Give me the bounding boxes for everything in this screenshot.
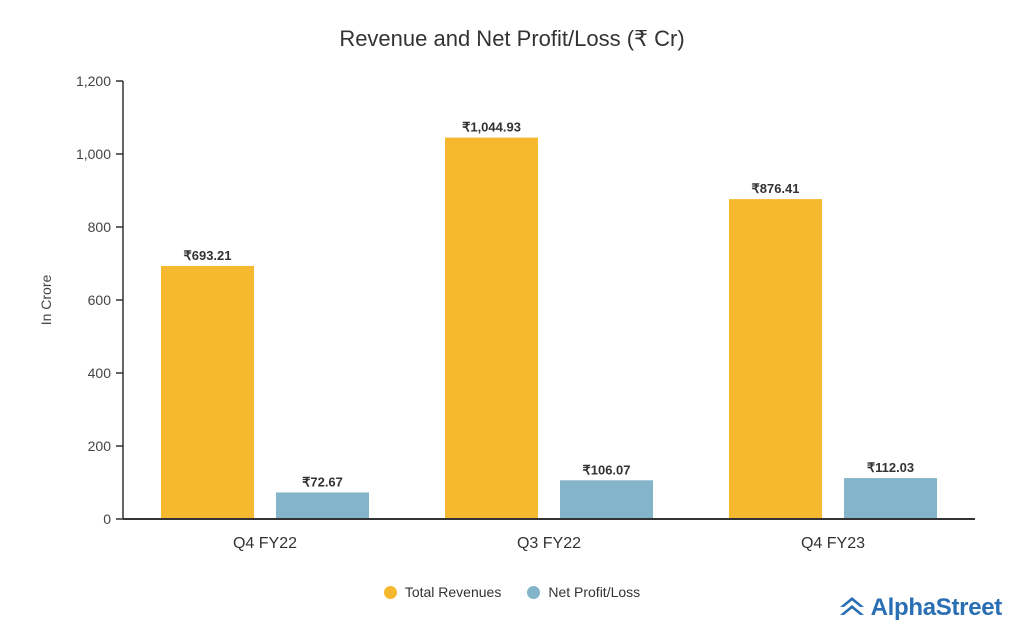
legend-item-net-profit-loss: Net Profit/Loss — [527, 584, 640, 600]
data-label: ₹106.07 — [582, 462, 630, 477]
y-tick-label: 1,200 — [76, 73, 111, 89]
alphastreet-logo: AlphaStreet — [839, 594, 1002, 622]
x-tick-label: Q3 FY22 — [517, 535, 581, 552]
data-label: ₹693.21 — [183, 248, 231, 263]
alphastreet-logo-text: AlphaStreet — [870, 594, 1003, 621]
legend-label-net-profit-loss: Net Profit/Loss — [548, 584, 641, 600]
y-tick-label: 600 — [88, 292, 112, 308]
plot-area: 0 200 400 600 800 1,000 1,200 ₹693.21 ₹72.67 Q4 F… — [76, 73, 975, 552]
bar-total-revenues — [161, 265, 254, 519]
legend: Total Revenues Net Profit/Loss — [0, 584, 1024, 600]
bar-total-revenues — [729, 199, 822, 519]
bar-total-revenues — [445, 137, 538, 519]
data-label: ₹1,044.93 — [462, 120, 521, 135]
y-axis-label: In Crore — [38, 275, 54, 326]
alphastreet-logo-icon — [839, 597, 864, 615]
legend-label-total-revenues: Total Revenues — [404, 584, 502, 600]
x-tick-label: Q4 FY23 — [801, 535, 865, 552]
y-tick-label: 200 — [88, 438, 112, 454]
x-tick-label: Q4 FY22 — [233, 535, 297, 552]
y-tick-label: 400 — [88, 365, 112, 381]
data-label: ₹876.41 — [751, 181, 799, 196]
legend-item-total-revenues: Total Revenues — [383, 584, 502, 600]
bar-net-profit-loss — [276, 492, 369, 519]
bar-net-profit-loss — [844, 478, 937, 519]
y-tick-label: 0 — [103, 511, 111, 527]
y-tick-label: 1,000 — [76, 146, 111, 162]
chart-title: Revenue and Net Profit/Loss (₹ Cr) — [339, 26, 685, 51]
legend-swatch-net-profit-loss — [527, 585, 541, 599]
data-label: ₹72.67 — [302, 474, 343, 489]
legend-swatch-total-revenues — [383, 585, 397, 599]
data-label: ₹112.03 — [867, 460, 914, 475]
bar-net-profit-loss — [560, 480, 653, 519]
y-tick-label: 800 — [88, 219, 112, 235]
